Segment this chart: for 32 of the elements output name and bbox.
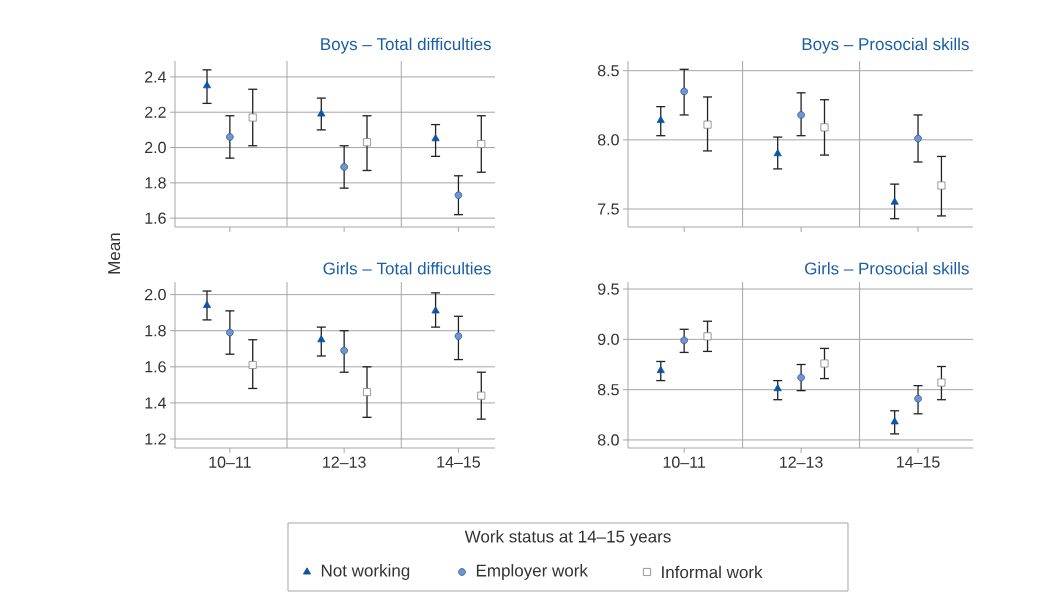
- y-tick-label: 7.5: [598, 203, 619, 215]
- y-tick-label: 8.5: [597, 65, 619, 77]
- y-tick-label: 1.6: [145, 361, 166, 373]
- legend-title: Work status at 14–15 years: [464, 530, 671, 546]
- y-tick-label: 2.4: [145, 71, 167, 83]
- x-tick-label: 12–13: [780, 456, 823, 468]
- chart-title: Girls – Prosocial skills: [805, 262, 969, 275]
- y-tick-label: 8.5: [597, 383, 619, 396]
- y-tick-label: 9.0: [598, 333, 619, 346]
- y-tick-label: 1.4: [145, 397, 167, 409]
- y-tick-label: 1.8: [145, 325, 166, 337]
- x-tick-label: 12–13: [323, 456, 366, 468]
- y-tick-label: 1.6: [145, 212, 166, 224]
- y-tick-label: 2.0: [145, 141, 166, 154]
- y-axis-title: Mean: [108, 233, 121, 274]
- x-tick-label: 14–15: [437, 456, 481, 468]
- y-tick-label: 1.8: [145, 177, 166, 189]
- y-tick-label: 2.0: [145, 288, 166, 301]
- y-tick-label: 8.0: [597, 134, 619, 146]
- x-tick-label: 14–15: [897, 456, 940, 468]
- legend-label: Informal work: [662, 565, 763, 579]
- y-tick-label: 2.2: [145, 106, 166, 118]
- legend-label: Not working: [321, 564, 410, 580]
- x-tick-label: 10–11: [663, 456, 706, 468]
- y-tick-label: 8.0: [597, 434, 619, 446]
- chart-title: Girls – Total difficulties: [323, 262, 491, 275]
- y-tick-label: 9.5: [598, 283, 619, 295]
- legend-label: Employer work: [476, 564, 588, 580]
- chart-title: Boys – Total difficulties: [321, 37, 491, 54]
- x-tick-label: 10–11: [209, 456, 251, 468]
- chart-title: Boys – Prosocial skills: [802, 37, 969, 54]
- y-tick-label: 1.2: [145, 433, 166, 445]
